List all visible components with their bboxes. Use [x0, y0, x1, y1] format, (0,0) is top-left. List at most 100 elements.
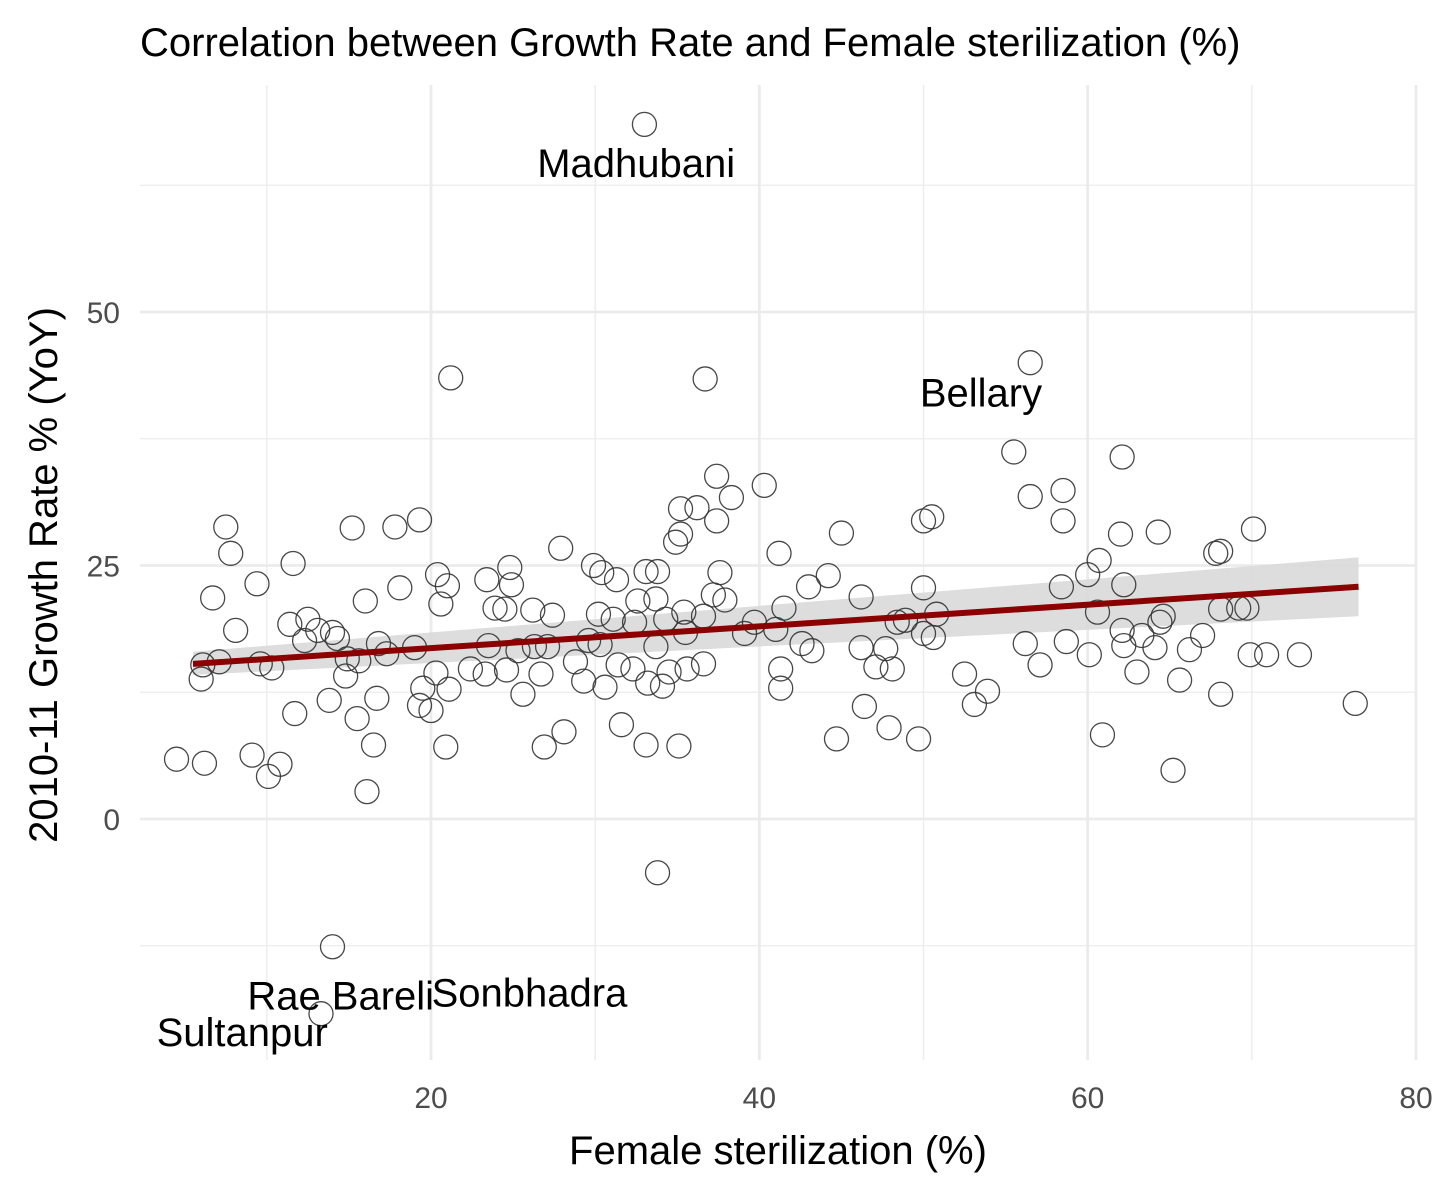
data-point — [766, 540, 792, 566]
data-point — [1109, 444, 1135, 470]
data-point — [428, 591, 454, 617]
data-point — [291, 627, 318, 654]
data-point — [360, 732, 387, 758]
data-point — [433, 734, 459, 760]
data-point — [1150, 603, 1176, 629]
data-point — [308, 1001, 334, 1027]
data-point — [457, 656, 484, 682]
data-point — [1145, 519, 1171, 545]
data-point — [768, 656, 794, 682]
data-point — [920, 624, 946, 651]
data-point — [352, 588, 378, 614]
data-point — [498, 572, 525, 598]
data-point — [492, 596, 518, 622]
data-point — [974, 678, 1001, 704]
data-point — [1111, 572, 1137, 598]
data-point — [1207, 681, 1234, 707]
point-label-madhubani: Madhubani — [537, 142, 735, 186]
data-point — [910, 575, 937, 601]
data-point — [295, 606, 321, 632]
data-point — [510, 681, 536, 707]
data-point — [482, 595, 508, 621]
data-point — [644, 860, 671, 886]
data-point — [1017, 483, 1043, 510]
data-point — [387, 575, 413, 601]
data-point — [239, 742, 265, 768]
data-point — [1124, 659, 1150, 685]
data-point — [406, 692, 433, 719]
data-point — [332, 663, 359, 689]
data-point — [1237, 642, 1263, 668]
data-point — [600, 606, 626, 632]
data-point — [1286, 642, 1313, 668]
data-point — [823, 726, 850, 752]
data-point — [346, 648, 372, 674]
data-point — [1017, 350, 1043, 376]
data-point — [1084, 599, 1111, 625]
data-point — [910, 508, 937, 534]
data-point — [1160, 757, 1186, 783]
data-point — [163, 746, 190, 772]
data-point — [316, 687, 342, 714]
data-point — [1342, 690, 1368, 717]
data-point — [551, 719, 577, 745]
data-point — [587, 631, 613, 658]
data-point — [571, 668, 597, 694]
data-point — [789, 630, 815, 657]
data-point — [497, 554, 523, 581]
data-point — [280, 550, 306, 577]
data-point — [795, 574, 822, 600]
data-point — [666, 733, 692, 759]
data-point — [1050, 508, 1076, 534]
data-point — [410, 675, 436, 701]
data-point — [667, 521, 694, 547]
data-point — [1027, 652, 1053, 678]
data-point — [520, 597, 546, 623]
x-tick-label: 20 — [414, 1082, 447, 1115]
data-point — [592, 674, 618, 700]
data-point — [277, 611, 303, 637]
data-point — [528, 661, 554, 687]
data-point — [364, 685, 390, 711]
data-point — [418, 697, 444, 724]
data-point — [799, 638, 825, 664]
trend-line — [192, 583, 1359, 667]
data-point — [662, 529, 689, 555]
data-point — [718, 484, 745, 511]
data-point — [635, 670, 661, 696]
x-axis-title: Female sterilization (%) — [569, 1129, 987, 1173]
data-point — [700, 582, 727, 608]
point-label-rae-bareli: Rae Bareli — [247, 975, 434, 1019]
data-point — [649, 673, 676, 699]
data-point — [423, 660, 449, 686]
data-point — [562, 649, 589, 675]
data-point — [1075, 561, 1101, 588]
data-point — [905, 726, 932, 752]
data-point — [319, 619, 346, 646]
data-point — [244, 571, 270, 597]
data-point — [620, 656, 646, 682]
trend-line-group — [192, 583, 1359, 667]
data-point — [548, 535, 574, 561]
data-point — [1207, 538, 1234, 564]
y-axis-title: 2010-11 Growth Rate % (YoY) — [22, 307, 66, 843]
data-point — [344, 705, 370, 732]
data-point — [539, 602, 566, 628]
chart-title: Correlation between Growth Rate and Fema… — [140, 21, 1241, 65]
data-point — [768, 675, 794, 701]
data-point — [1012, 630, 1038, 657]
data-point — [1107, 521, 1134, 547]
data-point — [684, 495, 710, 521]
data-point — [731, 620, 758, 647]
data-point — [305, 617, 331, 644]
data-point — [339, 515, 365, 541]
data-point — [848, 584, 874, 610]
data-point — [436, 676, 462, 702]
data-point — [879, 656, 905, 682]
data-point — [605, 652, 631, 678]
data-point — [534, 633, 561, 660]
data-point — [1176, 637, 1203, 663]
data-point — [828, 520, 855, 546]
data-point — [382, 514, 408, 540]
